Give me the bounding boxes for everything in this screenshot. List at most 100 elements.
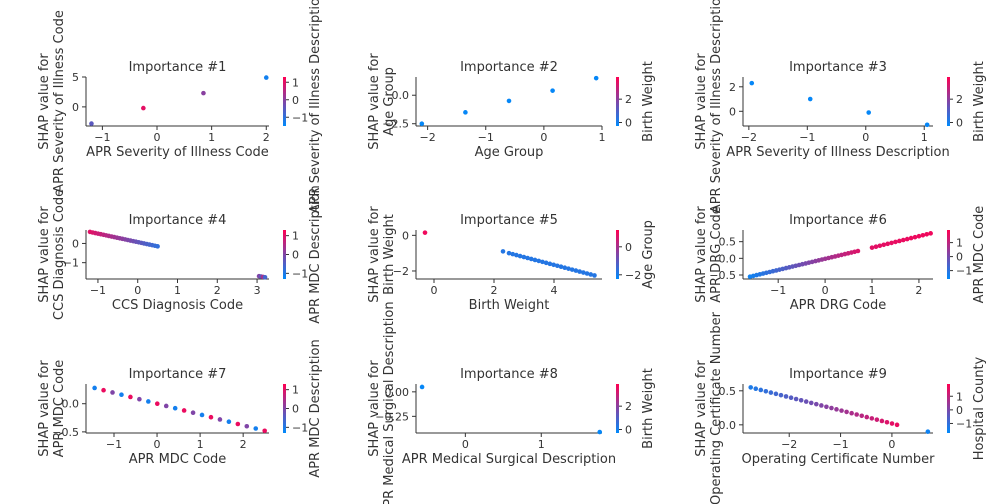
x-tick-label: 0 [431,284,438,297]
colorbar-tick-label: 0 [292,94,299,107]
data-point [788,395,794,401]
colorbar-tick-label: 1 [292,384,299,397]
subplot-title: Importance #4 [129,213,227,228]
data-point [908,235,914,241]
colorbar-tick-label: 0 [956,251,963,264]
x-tick-label: 2 [491,284,498,297]
data-point [889,240,894,246]
data-point [128,394,133,400]
data-point [154,401,160,407]
data-point [768,390,774,395]
data-point [558,264,564,270]
data-point [854,412,859,417]
data-point [226,419,232,425]
data-point [101,387,106,393]
data-point [597,429,603,435]
y-tick-label: 0 [72,101,79,114]
x-tick-label: −1 [90,284,106,297]
x-tick-label: 2 [214,284,221,297]
colorbar-tick-label: 0 [292,403,299,416]
data-point [859,413,865,419]
data-point [920,232,926,238]
x-axis-label: CCS Diagnosis Code [112,298,243,313]
x-tick-label: −1 [106,438,122,451]
data-point [783,394,789,399]
colorbar [616,384,619,433]
data-point [925,429,931,434]
data-point [573,268,579,273]
y-tick-label: 0.0 [719,252,737,265]
y-axis-label: SHAP value forAPR MDC Code [37,360,67,458]
data-point [829,405,834,411]
x-tick-label: −2 [781,438,797,451]
x-tick-label: 1 [174,284,181,297]
y-tick-label: 0.5 [719,385,737,398]
data-point [924,122,930,128]
data-point [778,392,784,398]
data-point [551,262,556,268]
data-point [773,391,779,397]
data-point [798,398,804,403]
data-point [793,396,799,402]
x-axis-label: APR DRG Code [790,298,886,313]
y-tick-label: −0.5 [52,426,79,439]
y-axis-label: SHAP value forAge Group [367,53,397,150]
y-tick-label: 0.5 [719,236,737,249]
data-point [536,258,542,264]
colorbar-tick-label: 1 [956,390,963,403]
colorbar-label: Birth Weight [972,61,987,142]
x-tick-label: 0 [540,131,547,144]
y-axis-label: SHAP value forAPR Medical Surgical Descr… [367,301,397,504]
y-axis-label: SHAP value forAPR Severity of Illness De… [694,0,724,213]
x-tick-label: 2 [240,438,247,451]
data-point [849,410,854,416]
x-tick-label: 0 [888,438,895,451]
x-tick-label: 1 [208,131,215,144]
data-point [879,418,885,424]
colorbar [947,384,950,433]
colorbar-label: Age Group [641,220,656,289]
y-tick-label: 0.0 [719,419,737,432]
data-point [89,121,94,126]
data-point [506,250,512,256]
y-axis-label: SHAP value forAPR Severity of Illness Co… [37,10,67,193]
colorbar-tick-label: −1 [292,421,308,434]
data-point [217,417,223,422]
colorbar-tick-label: 1 [292,76,299,89]
colorbar-tick-label: 2 [625,93,632,106]
data-point [119,392,124,398]
data-point [208,414,214,420]
data-point [550,88,555,93]
data-point [569,267,575,272]
x-tick-label: 2 [263,131,270,144]
data-point [262,428,267,434]
data-point [199,412,205,418]
x-tick-label: −1 [770,284,786,297]
x-tick-label: −2 [420,131,436,144]
data-point [419,384,425,390]
x-tick-label: 0 [154,438,161,451]
x-tick-label: −2 [741,131,757,144]
y-tick-label: 5 [72,71,79,84]
colorbar [616,230,619,279]
data-point [201,90,206,96]
y-tick-label: −0.25 [375,410,409,423]
data-point [884,419,890,425]
data-point [514,252,519,258]
data-point [877,243,883,249]
subplot-title: Importance #2 [460,60,558,75]
colorbar-tick-label: 0 [625,117,632,130]
data-point [137,396,142,402]
y-tick-label: 0 [402,229,409,242]
data-point [525,255,530,261]
subplot-title: Importance #3 [789,60,887,75]
data-point [844,409,849,415]
y-axis-label: SHAP value forCCS Diagnosis Code [37,189,67,320]
data-point [181,408,187,413]
data-point [885,241,890,247]
data-point [517,253,523,259]
data-point [864,414,870,420]
data-point [543,260,549,266]
colorbar-tick-label: 1 [292,230,299,243]
